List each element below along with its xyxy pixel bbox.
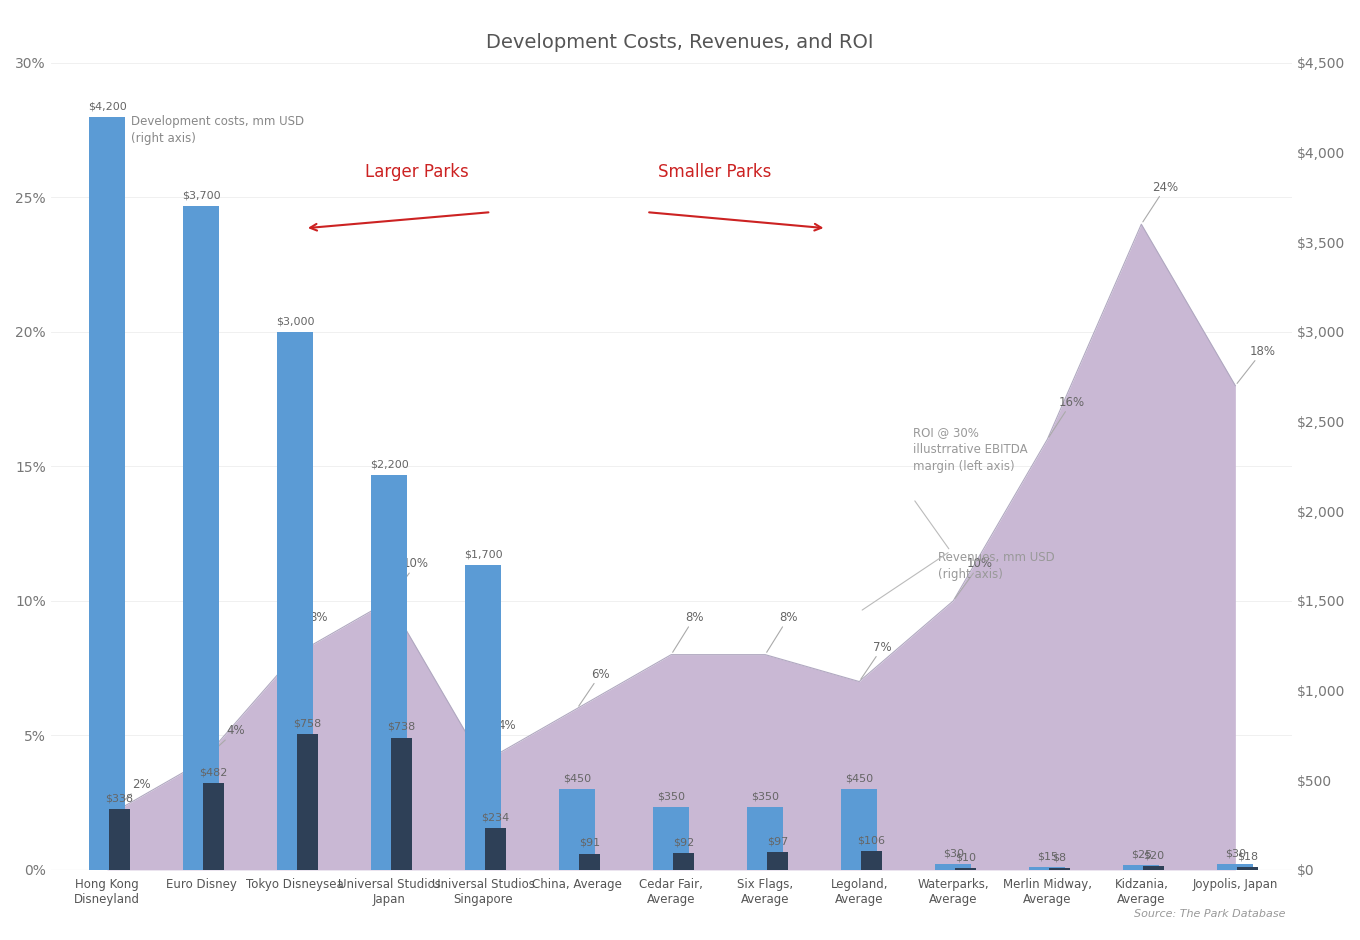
Bar	[1123, 866, 1159, 870]
Bar	[842, 790, 877, 870]
Bar	[861, 851, 881, 870]
Text: 8%: 8%	[767, 611, 797, 652]
Bar	[109, 809, 129, 870]
Text: $450: $450	[563, 774, 592, 784]
Bar	[465, 565, 500, 870]
Text: 18%: 18%	[1238, 345, 1276, 384]
Text: $106: $106	[857, 836, 885, 845]
Bar	[371, 476, 407, 870]
Text: 16%: 16%	[1049, 396, 1084, 437]
Text: $15: $15	[1036, 852, 1058, 862]
Bar	[184, 206, 219, 870]
Bar	[390, 738, 412, 870]
Text: 7%: 7%	[861, 641, 892, 680]
Text: 4%: 4%	[203, 724, 245, 760]
Text: $350: $350	[751, 791, 779, 802]
Text: $338: $338	[105, 793, 133, 804]
Text: $234: $234	[481, 812, 510, 822]
Text: $92: $92	[673, 838, 694, 848]
Text: Development Costs, Revenues, and ROI: Development Costs, Revenues, and ROI	[487, 33, 873, 52]
Bar	[748, 807, 783, 870]
Bar	[767, 853, 787, 870]
Bar	[1217, 865, 1253, 870]
Text: $3,000: $3,000	[276, 316, 314, 326]
Text: $3,700: $3,700	[182, 191, 220, 201]
Text: $91: $91	[579, 838, 600, 848]
Bar	[559, 790, 596, 870]
Text: Smaller Parks: Smaller Parks	[658, 163, 771, 180]
Bar	[579, 854, 600, 870]
Text: Larger Parks: Larger Parks	[364, 163, 469, 180]
Bar	[1144, 867, 1164, 870]
Bar	[1238, 867, 1258, 870]
Bar	[1030, 868, 1065, 870]
Text: 2%: 2%	[109, 778, 151, 814]
Text: $30: $30	[1225, 849, 1246, 859]
Text: $2,200: $2,200	[370, 460, 408, 470]
Text: 4%: 4%	[484, 719, 515, 760]
Text: 8%: 8%	[673, 611, 703, 652]
Text: $4,200: $4,200	[87, 101, 126, 111]
Text: $97: $97	[767, 837, 787, 847]
Bar	[653, 807, 690, 870]
Bar	[203, 783, 223, 870]
Text: $10: $10	[955, 853, 976, 863]
Text: $8: $8	[1053, 853, 1066, 863]
Text: $18: $18	[1238, 851, 1258, 861]
Text: $1,700: $1,700	[464, 549, 502, 559]
Text: Development costs, mm USD
(right axis): Development costs, mm USD (right axis)	[132, 116, 305, 146]
Text: 10%: 10%	[955, 557, 993, 599]
Text: $20: $20	[1142, 851, 1164, 861]
Bar	[673, 854, 694, 870]
Text: $350: $350	[657, 791, 685, 802]
Text: 8%: 8%	[296, 611, 328, 652]
Text: $738: $738	[388, 722, 415, 732]
Bar	[936, 865, 971, 870]
Bar	[1049, 869, 1070, 870]
Text: 24%: 24%	[1142, 180, 1179, 222]
Text: Source: The Park Database: Source: The Park Database	[1134, 909, 1285, 919]
Bar	[277, 332, 313, 870]
Bar	[486, 828, 506, 870]
Text: $30: $30	[942, 849, 964, 859]
Bar	[296, 734, 318, 870]
Text: ROI @ 30%
illustrrative EBITDA
margin (left axis): ROI @ 30% illustrrative EBITDA margin (l…	[913, 426, 1028, 473]
Text: $25: $25	[1130, 850, 1152, 860]
Text: Revenues, mm USD
(right axis): Revenues, mm USD (right axis)	[938, 551, 1055, 581]
Bar	[955, 868, 976, 870]
Text: 6%: 6%	[579, 667, 609, 706]
Text: $758: $758	[294, 718, 321, 728]
Text: $450: $450	[845, 774, 873, 784]
Bar	[90, 117, 125, 870]
Text: 10%: 10%	[390, 557, 428, 599]
Text: $482: $482	[199, 768, 227, 778]
